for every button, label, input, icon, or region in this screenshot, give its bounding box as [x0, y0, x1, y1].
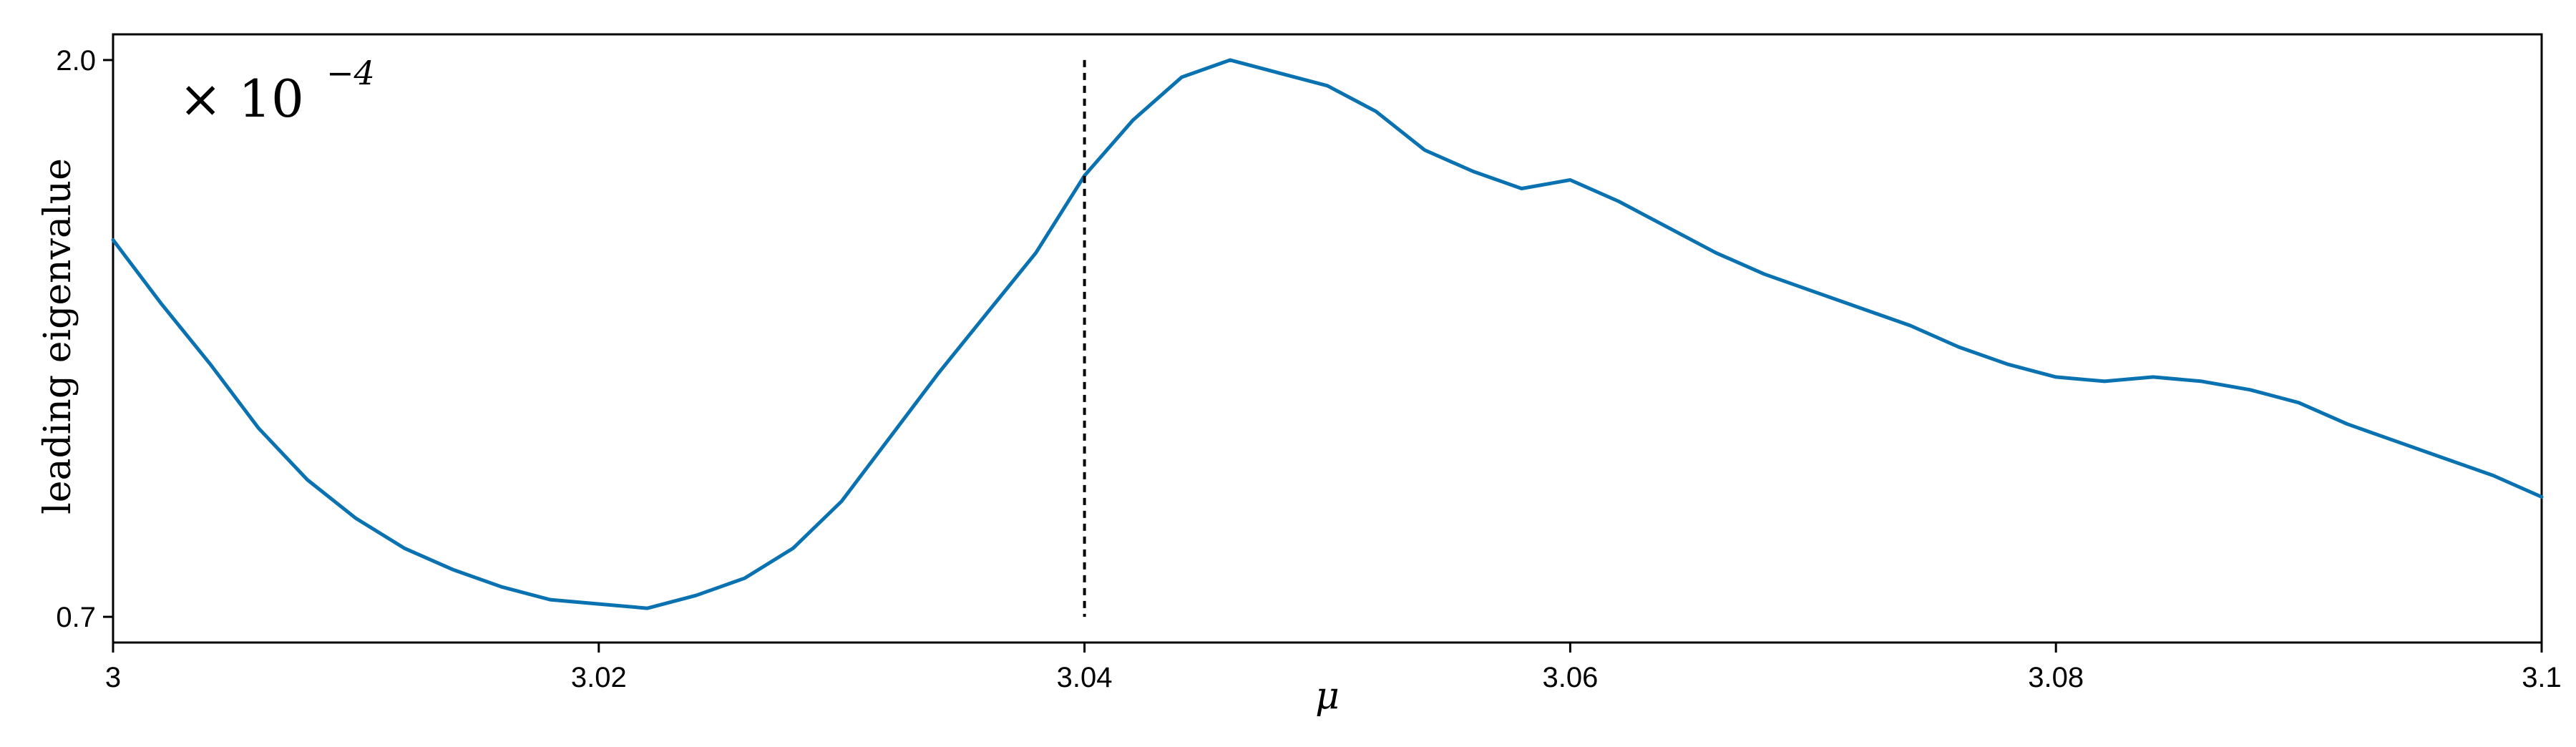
scale-annotation: × 10 −4	[179, 54, 375, 129]
x-ticks: 3 3.02 3.04 3.06 3.08 3.1	[105, 643, 2562, 693]
scale-annotation-exponent: −4	[326, 54, 375, 92]
series-line	[111, 58, 2544, 610]
y-tick-label: 0.7	[56, 602, 96, 633]
x-tick-label: 3.04	[1057, 662, 1113, 693]
y-axis-label: leading eigenvalue	[36, 158, 79, 514]
x-tick-label: 3.06	[1542, 662, 1598, 693]
y-ticks: 0.7 2.0	[56, 45, 113, 633]
x-tick-label: 3.1	[2522, 662, 2562, 693]
x-tick-label: 3	[105, 662, 121, 693]
scale-annotation-base: × 10	[179, 69, 304, 129]
series-layer	[111, 58, 2544, 610]
plot-frame	[112, 33, 2543, 644]
y-tick-label: 2.0	[56, 45, 96, 77]
x-tick-label: 3.02	[571, 662, 627, 693]
x-axis-label: μ	[1315, 675, 1340, 718]
x-tick-label: 3.08	[2028, 662, 2084, 693]
